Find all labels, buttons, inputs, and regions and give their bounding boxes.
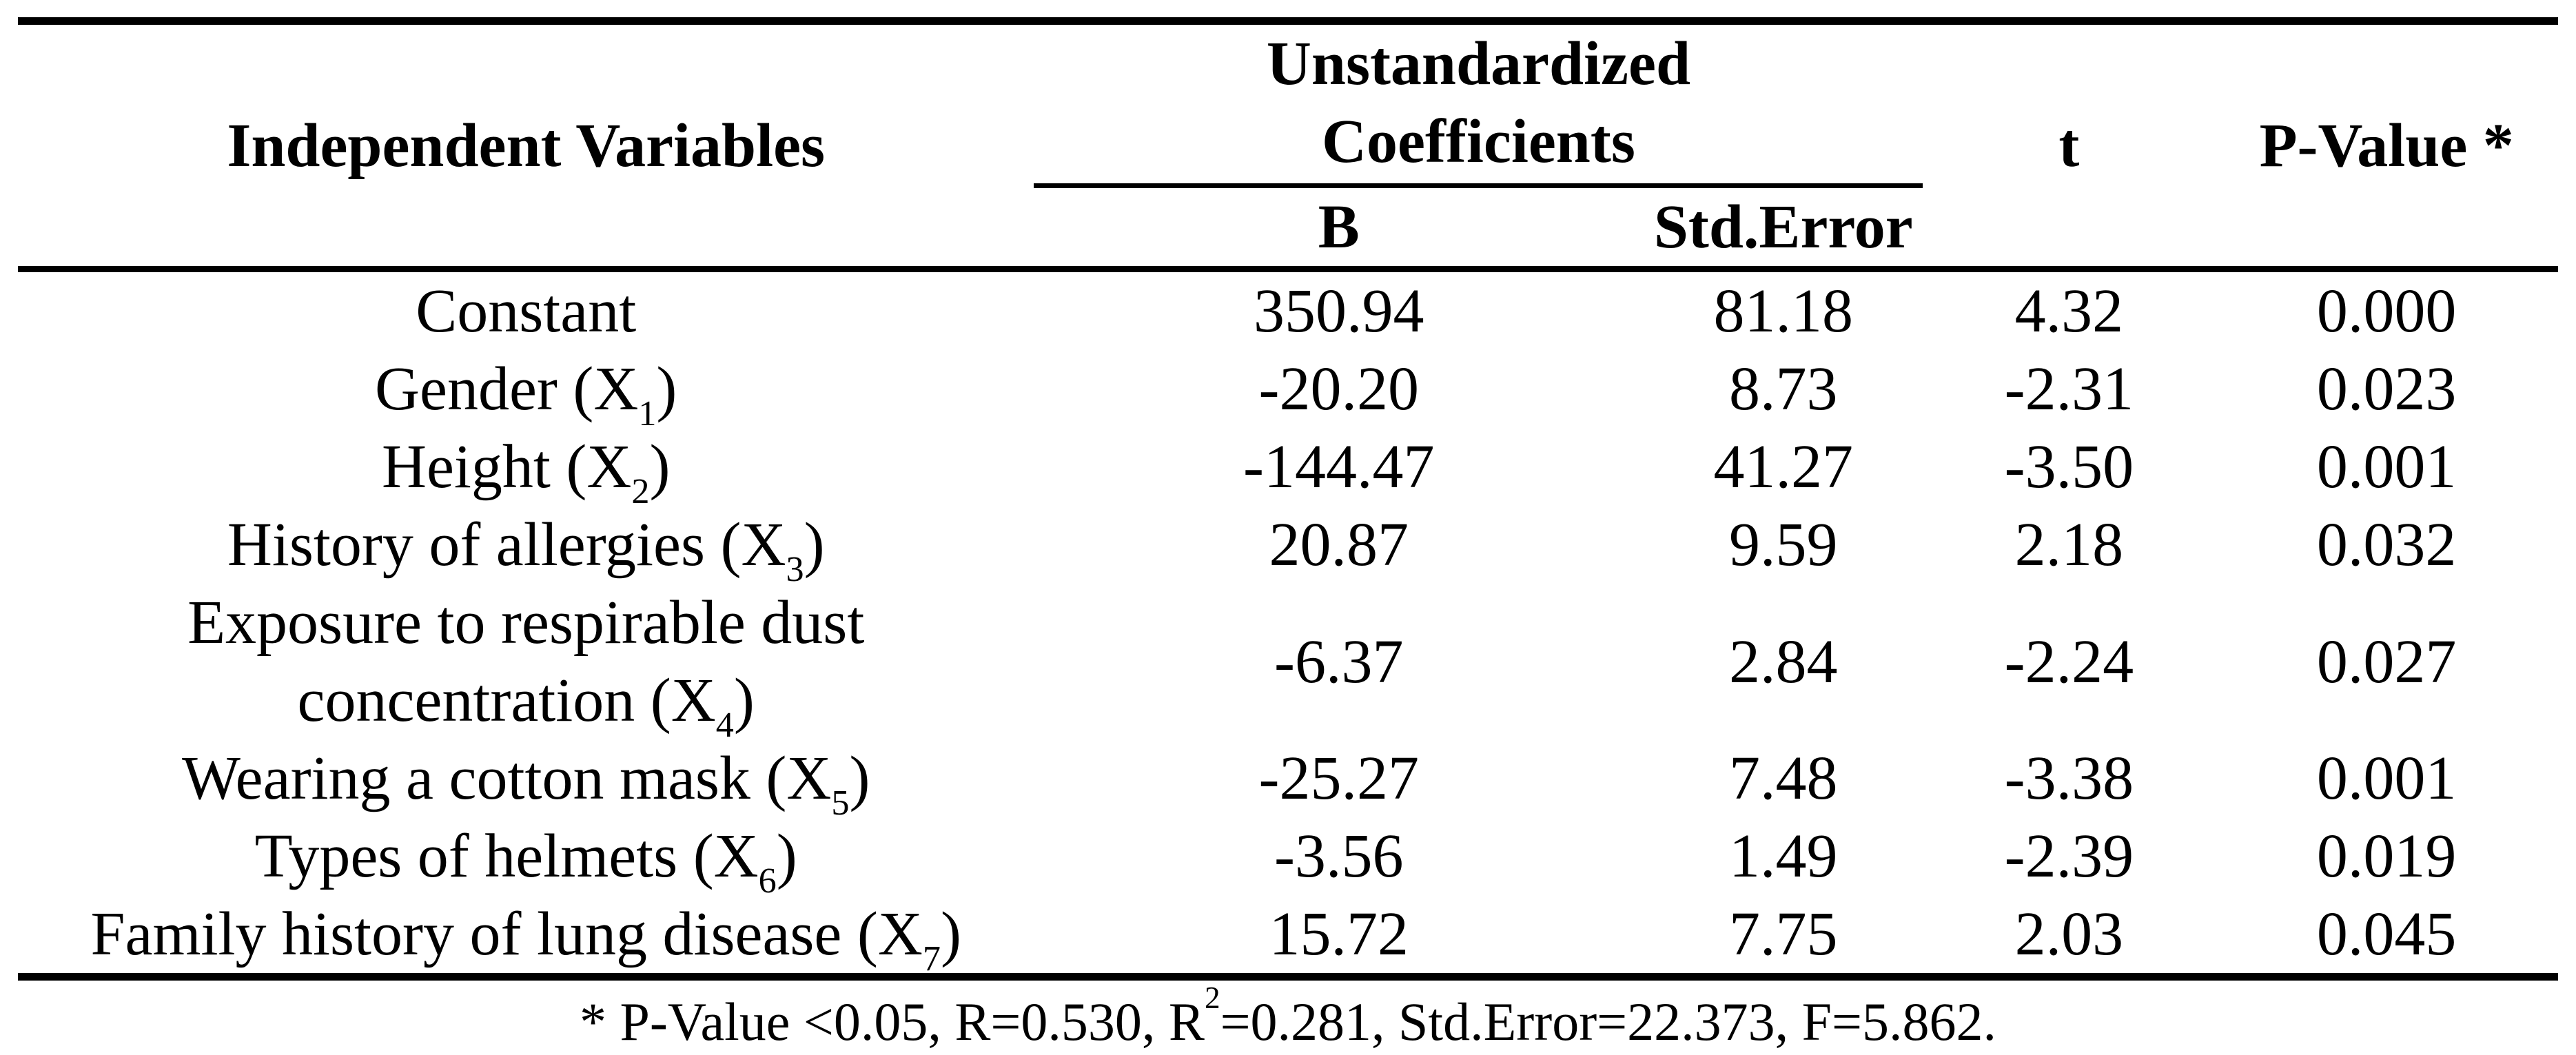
header-p-value: P-Value * xyxy=(2215,21,2558,272)
row-label: Height (X2) xyxy=(18,428,1034,509)
header-group-line1: Unstandardized xyxy=(1266,30,1690,98)
cell-std-error: 2.84 xyxy=(1729,627,1838,696)
cell-b: -144.47 xyxy=(1243,433,1435,501)
table-row-history-of-allergies: History of allergies (X3) 20.87 9.59 2.1… xyxy=(18,506,2558,587)
cell-p-value: 0.045 xyxy=(2316,900,2457,968)
header-b: B xyxy=(1034,185,1644,272)
header-t: t xyxy=(1923,21,2216,272)
table-row-dust-exposure: Exposure to respirable dust concentratio… xyxy=(18,584,2558,743)
cell-std-error: 41.27 xyxy=(1713,433,1854,501)
header-independent-variables: Independent Variables xyxy=(18,21,1034,272)
variable-subscript: 2 xyxy=(631,471,650,512)
row-label: History of allergies (X3) xyxy=(18,506,1034,587)
cell-t: 2.18 xyxy=(2014,511,2124,579)
row-label: Family history of lung disease (X7) xyxy=(18,895,1034,977)
row-label: Exposure to respirable dust concentratio… xyxy=(18,584,1034,743)
variable-name-close: ) xyxy=(940,900,961,968)
header-std-error: Std.Error xyxy=(1644,185,1923,272)
cell-b: 350.94 xyxy=(1253,277,1424,345)
cell-std-error: 9.59 xyxy=(1729,511,1838,579)
cell-b: 15.72 xyxy=(1269,900,1409,968)
variable-name: History of allergies (X xyxy=(227,511,786,579)
cell-p-value: 0.023 xyxy=(2316,355,2457,423)
cell-std-error: 7.48 xyxy=(1729,744,1838,812)
row-label: Constant xyxy=(18,269,1034,351)
variable-name-close: ) xyxy=(776,822,797,890)
variable-name-close: ) xyxy=(733,666,755,735)
variable-name-close: ) xyxy=(649,433,671,501)
variable-name: Exposure to respirable dust concentratio… xyxy=(187,588,865,735)
cell-p-value: 0.001 xyxy=(2316,433,2457,501)
variable-subscript: 3 xyxy=(786,549,804,590)
cell-t: -2.24 xyxy=(2004,627,2134,696)
row-label: Wearing a cotton mask (X5) xyxy=(18,739,1034,821)
variable-subscript: 4 xyxy=(715,705,734,746)
cell-b: -3.56 xyxy=(1274,822,1404,890)
cell-p-value: 0.027 xyxy=(2316,627,2457,696)
cell-std-error: 8.73 xyxy=(1729,355,1838,423)
cell-t: -3.38 xyxy=(2004,744,2134,812)
cell-p-value: 0.019 xyxy=(2316,822,2457,890)
cell-b: -20.20 xyxy=(1258,355,1419,423)
header-group-line2: Coefficients xyxy=(1322,107,1635,176)
footnote: * P-Value <0.05, R=0.530, R2=0.281, Std.… xyxy=(18,981,2558,1055)
cell-p-value: 0.001 xyxy=(2316,744,2457,812)
cell-t: 4.32 xyxy=(2014,277,2124,345)
header-unstandardized-coefficients: Unstandardized Coefficients xyxy=(1034,21,1923,188)
variable-name: Gender (X xyxy=(375,355,639,423)
variable-name: Family history of lung disease (X xyxy=(90,900,923,968)
variable-name: Constant xyxy=(416,277,637,345)
regression-table: Independent Variables Unstandardized Coe… xyxy=(18,17,2558,981)
table-body: Constant 350.94 81.18 4.32 0.000 Gender … xyxy=(18,269,2558,977)
cell-std-error: 81.18 xyxy=(1713,277,1854,345)
cell-std-error: 1.49 xyxy=(1729,822,1838,890)
variable-name-close: ) xyxy=(656,355,677,423)
cell-t: -2.39 xyxy=(2004,822,2134,890)
cell-b: 20.87 xyxy=(1269,511,1409,579)
variable-name: Height (X xyxy=(381,433,632,501)
row-label: Gender (X1) xyxy=(18,350,1034,431)
variable-name: Types of helmets (X xyxy=(254,822,759,890)
cell-b: -25.27 xyxy=(1258,744,1419,812)
variable-name-close: ) xyxy=(849,744,870,812)
table-row-gender: Gender (X1) -20.20 8.73 -2.31 0.023 xyxy=(18,350,2558,431)
cell-t: -2.31 xyxy=(2004,355,2134,423)
cell-t: 2.03 xyxy=(2014,900,2124,968)
variable-subscript: 1 xyxy=(638,393,657,434)
variable-subscript: 6 xyxy=(758,861,777,901)
table-header: Independent Variables Unstandardized Coe… xyxy=(18,21,2558,272)
cell-b: -6.37 xyxy=(1274,627,1404,696)
variable-subscript: 5 xyxy=(831,783,850,823)
cell-p-value: 0.000 xyxy=(2316,277,2457,345)
variable-name: Wearing a cotton mask (X xyxy=(181,744,832,812)
row-label: Types of helmets (X6) xyxy=(18,817,1034,899)
cell-p-value: 0.032 xyxy=(2316,511,2457,579)
variable-subscript: 7 xyxy=(922,939,941,979)
table-row-height: Height (X2) -144.47 41.27 -3.50 0.001 xyxy=(18,428,2558,509)
header-row-1: Independent Variables Unstandardized Coe… xyxy=(18,21,2558,272)
table-row-helmet-types: Types of helmets (X6) -3.56 1.49 -2.39 0… xyxy=(18,817,2558,899)
cell-t: -3.50 xyxy=(2004,433,2134,501)
footnote-text: * P-Value <0.05, R=0.530, R xyxy=(579,992,1205,1052)
footnote-superscript: 2 xyxy=(1204,981,1220,1015)
header-row-2: B Std.Error xyxy=(18,185,2558,272)
variable-name-close: ) xyxy=(804,511,825,579)
table-row-cotton-mask: Wearing a cotton mask (X5) -25.27 7.48 -… xyxy=(18,739,2558,821)
footnote-text-continued: =0.281, Std.Error=22.373, F=5.862. xyxy=(1220,992,1997,1052)
table-row-constant: Constant 350.94 81.18 4.32 0.000 xyxy=(18,269,2558,351)
cell-std-error: 7.75 xyxy=(1729,900,1838,968)
table-row-family-history: Family history of lung disease (X7) 15.7… xyxy=(18,895,2558,977)
